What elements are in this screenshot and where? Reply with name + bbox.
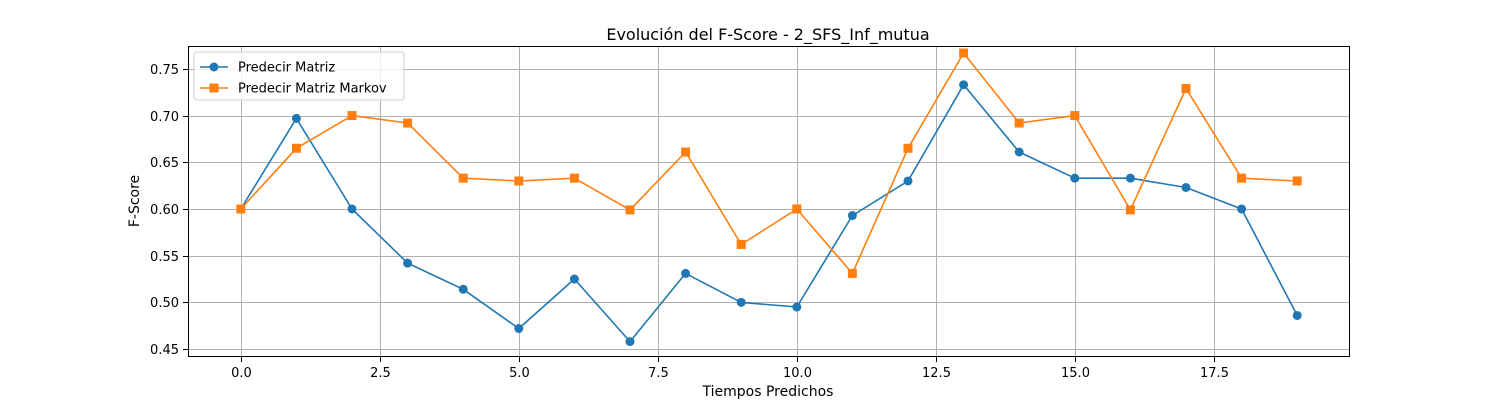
data-point-predecir-matriz-markov xyxy=(792,204,802,214)
data-point-predecir-matriz-markov xyxy=(291,143,301,153)
data-point-predecir-matriz-markov xyxy=(403,118,413,128)
data-point-predecir-matriz xyxy=(458,284,468,294)
legend-label-predecir-matriz: Predecir Matriz xyxy=(238,61,335,76)
y-tick-label: 0.70 xyxy=(150,110,179,125)
data-point-predecir-matriz-markov xyxy=(1181,83,1191,93)
data-point-predecir-matriz xyxy=(959,80,969,90)
data-point-predecir-matriz xyxy=(1014,147,1024,157)
data-point-predecir-matriz xyxy=(847,211,857,221)
data-point-predecir-matriz-markov xyxy=(1014,118,1024,128)
x-tick-label: 15.0 xyxy=(1061,366,1090,381)
y-tick-label: 0.60 xyxy=(150,203,179,218)
data-point-predecir-matriz-markov xyxy=(569,173,579,183)
y-tick-label: 0.75 xyxy=(150,63,179,78)
data-point-predecir-matriz xyxy=(736,297,746,307)
legend-marker-predecir-matriz-markov xyxy=(209,83,219,93)
series-line-predecir-matriz-markov xyxy=(240,52,1298,275)
data-point-predecir-matriz xyxy=(1181,182,1191,192)
series-layer xyxy=(236,48,1302,347)
data-point-predecir-matriz-markov xyxy=(847,268,857,278)
data-point-predecir-matriz xyxy=(291,113,301,123)
y-tick-label: 0.55 xyxy=(150,250,179,265)
data-point-predecir-matriz xyxy=(1292,310,1302,320)
data-point-predecir-matriz-markov xyxy=(514,176,524,186)
data-point-predecir-matriz-markov xyxy=(1292,176,1302,186)
data-point-predecir-matriz xyxy=(1237,204,1247,214)
x-tick-label: 5.0 xyxy=(509,366,530,381)
data-point-predecir-matriz xyxy=(403,258,413,268)
y-axis-label: F-Score xyxy=(127,175,143,227)
axis-ticks: 0.0 2.5 5.0 7.5 10.0 12.5 15.0 17.5 0.45 0.50 0.55… xyxy=(150,63,1229,381)
data-point-predecir-matriz-markov xyxy=(347,111,357,121)
data-point-predecir-matriz xyxy=(625,337,635,347)
y-tick-label: 0.50 xyxy=(150,296,179,311)
data-point-predecir-matriz-markov xyxy=(1237,173,1247,183)
grid xyxy=(188,46,1350,357)
x-tick-label: 2.5 xyxy=(370,366,391,381)
data-point-predecir-matriz xyxy=(1125,173,1135,183)
x-tick-label: 12.5 xyxy=(922,366,951,381)
data-point-predecir-matriz-markov xyxy=(236,204,246,214)
data-point-predecir-matriz xyxy=(347,204,357,214)
data-point-predecir-matriz-markov xyxy=(959,48,969,58)
data-point-predecir-matriz-markov xyxy=(736,239,746,249)
legend-label-predecir-matriz-markov: Predecir Matriz Markov xyxy=(238,82,387,97)
data-point-predecir-matriz xyxy=(903,176,913,186)
data-point-predecir-matriz-markov xyxy=(625,205,635,215)
data-point-predecir-matriz-markov xyxy=(681,147,691,157)
legend-marker-predecir-matriz xyxy=(209,62,219,72)
data-point-predecir-matriz xyxy=(514,324,524,334)
data-point-predecir-matriz xyxy=(569,274,579,284)
y-tick-label: 0.65 xyxy=(150,156,179,171)
legend-box xyxy=(193,51,405,101)
plot-frame xyxy=(188,46,1350,357)
x-tick-label: 10.0 xyxy=(783,366,812,381)
data-point-predecir-matriz xyxy=(1070,173,1080,183)
legend: Predecir Matriz Predecir Matriz Markov xyxy=(193,51,405,101)
data-point-predecir-matriz-markov xyxy=(458,173,468,183)
data-point-predecir-matriz-markov xyxy=(1070,111,1080,121)
x-tick-label: 7.5 xyxy=(648,366,669,381)
x-tick-label: 0.0 xyxy=(231,366,252,381)
x-axis-label: Tiempos Predichos xyxy=(702,384,834,400)
data-point-predecir-matriz xyxy=(792,302,802,312)
x-tick-label: 17.5 xyxy=(1200,366,1229,381)
data-point-predecir-matriz-markov xyxy=(1125,205,1135,215)
chart-title: Evolución del F-Score - 2_SFS_Inf_mutua xyxy=(606,25,929,45)
data-point-predecir-matriz-markov xyxy=(903,143,913,153)
y-tick-label: 0.45 xyxy=(150,343,179,358)
data-point-predecir-matriz xyxy=(681,268,691,278)
series-line-predecir-matriz xyxy=(240,84,1298,343)
